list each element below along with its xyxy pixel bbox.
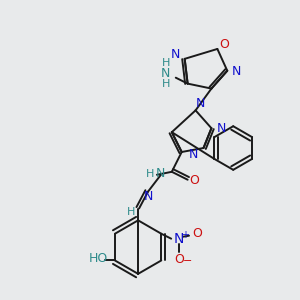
Text: N: N [189, 148, 198, 161]
Text: H: H [162, 79, 170, 88]
Text: O: O [192, 227, 202, 240]
Text: O: O [190, 174, 200, 187]
Text: H: H [127, 207, 135, 218]
Text: O: O [174, 253, 184, 266]
Text: N: N [174, 232, 184, 246]
Text: N: N [196, 97, 205, 110]
Text: N: N [161, 67, 170, 80]
Text: O: O [219, 38, 229, 52]
Text: N: N [217, 122, 226, 135]
Text: N: N [232, 65, 241, 78]
Text: −: − [182, 256, 192, 266]
Text: N: N [143, 190, 153, 203]
Text: HO: HO [88, 252, 108, 265]
Text: N: N [171, 48, 180, 62]
Text: N: N [156, 167, 166, 180]
Text: H: H [146, 169, 154, 179]
Text: H: H [162, 58, 170, 68]
Text: +: + [181, 230, 189, 240]
